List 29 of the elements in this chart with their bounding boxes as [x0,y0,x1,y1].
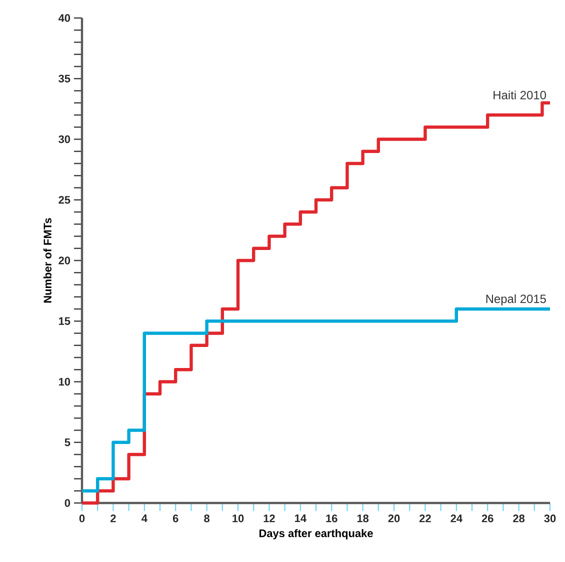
y-tick-label: 0 [64,499,70,507]
y-tick-label: 25 [58,196,70,204]
x-tick-label: 10 [232,514,244,522]
x-tick-label: 0 [79,514,85,522]
x-tick-label: 4 [142,514,148,522]
x-tick-label: 20 [388,514,400,522]
x-tick-label: 6 [172,514,178,522]
x-tick-label: 18 [357,514,369,522]
x-tick-label: 30 [544,514,556,522]
x-tick-label: 24 [450,514,462,522]
y-tick-label: 15 [58,317,70,325]
y-tick-label: 10 [58,378,70,386]
series-label: Nepal 2015 [486,294,546,306]
y-tick-label: 20 [58,256,70,264]
y-tick-label: 5 [64,438,70,446]
y-tick-label: 30 [58,135,70,144]
x-tick-label: 28 [513,514,525,522]
series-label: Haiti 2010 [494,90,546,100]
x-tick-label: 8 [204,514,210,522]
y-tick-label: 40 [58,14,70,22]
x-tick-label: 12 [264,514,275,522]
x-tick-label: 14 [294,514,306,522]
y-tick-label: 35 [58,74,70,83]
x-tick-label: 16 [326,514,338,522]
y-axis-title: Number of FMTs [43,218,52,303]
x-axis-title: Days after earthquake [259,529,373,540]
x-tick-label: 22 [419,514,431,522]
x-tick-label: 26 [482,514,494,522]
x-tick-label: 2 [110,514,116,522]
